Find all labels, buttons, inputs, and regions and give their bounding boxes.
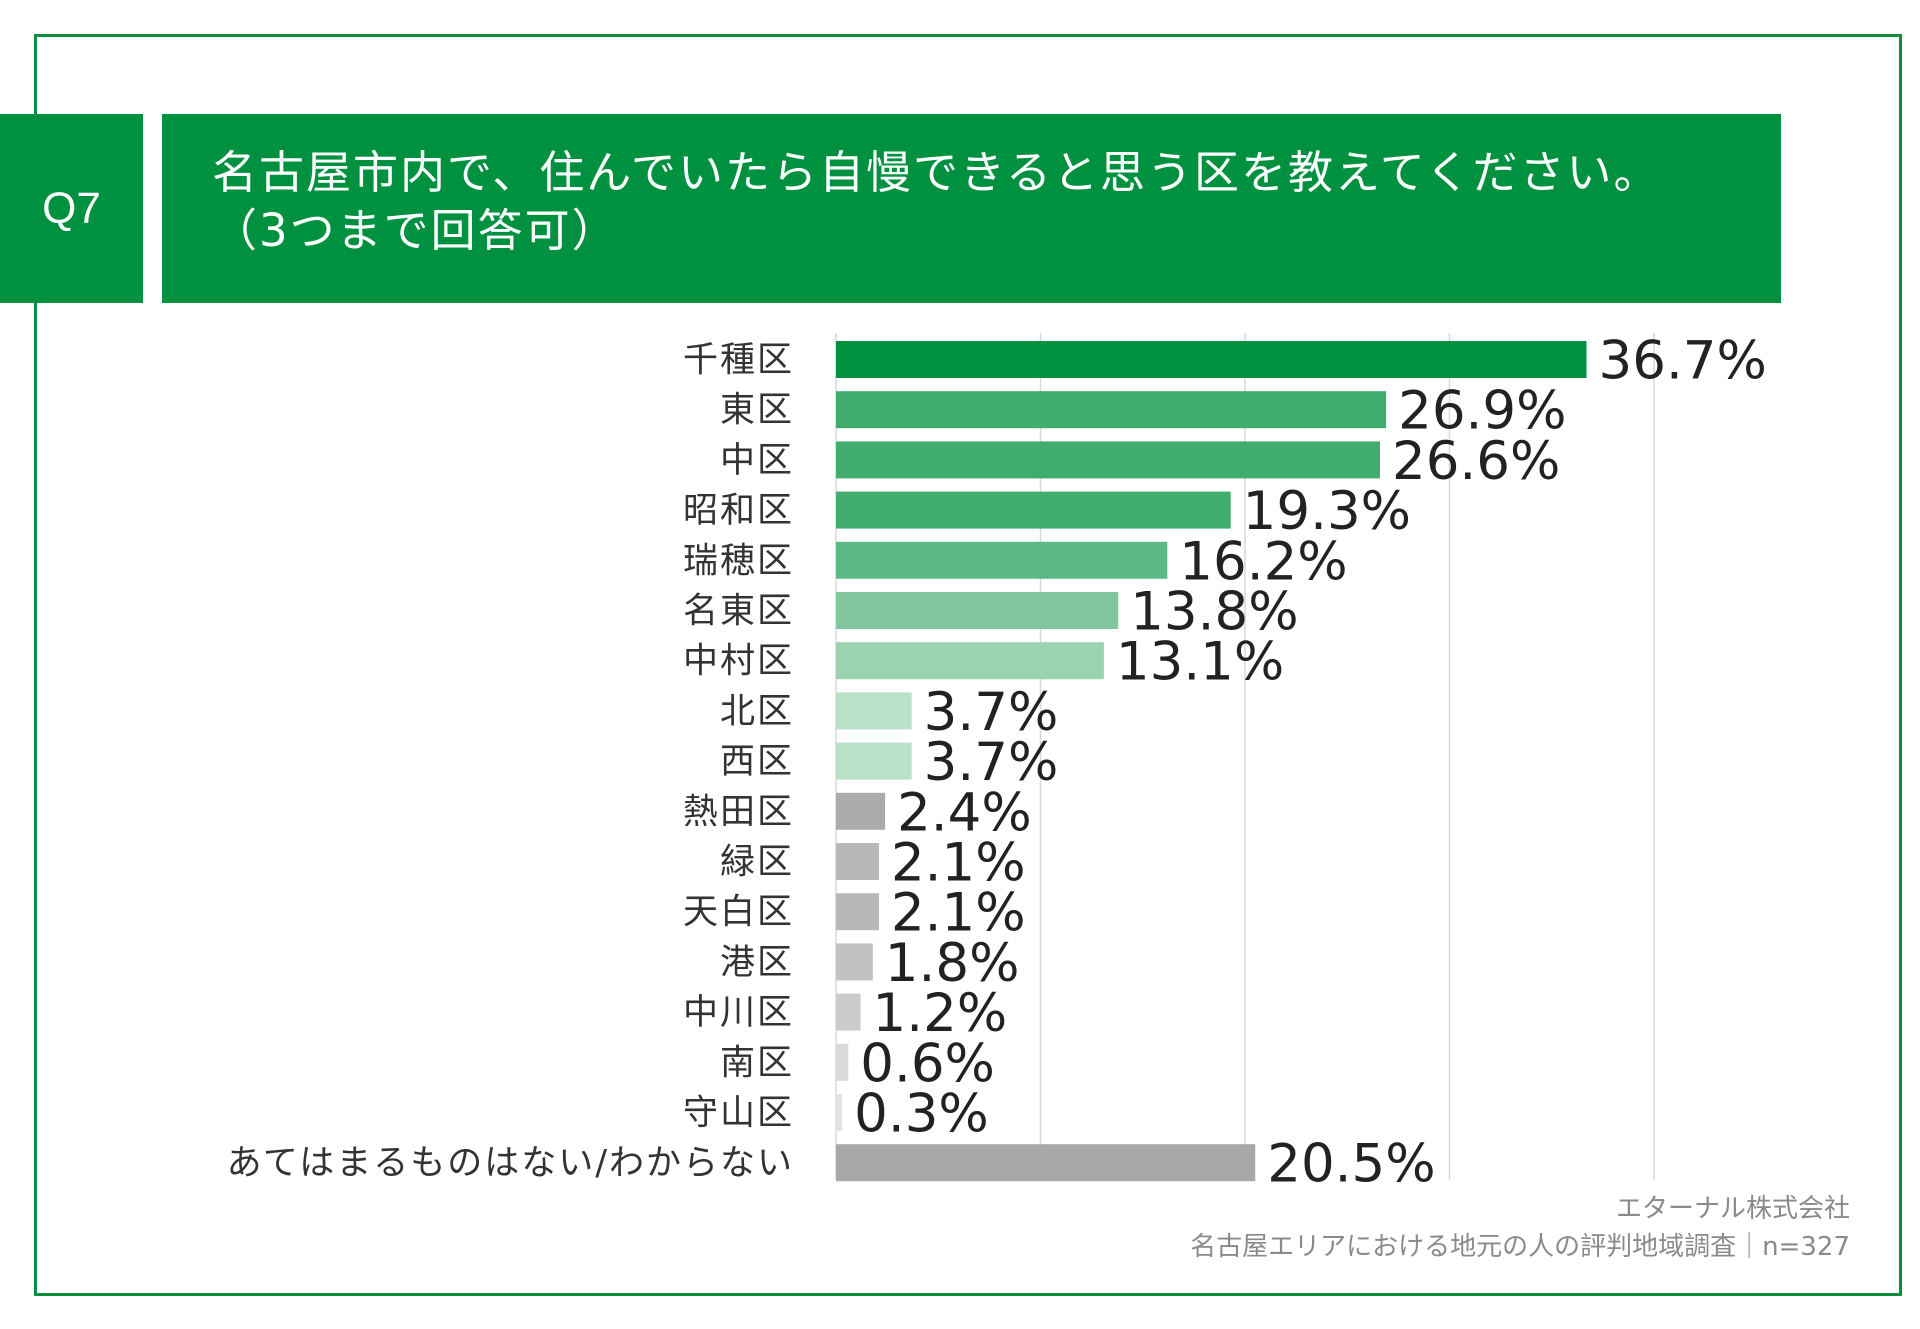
bar — [836, 843, 879, 880]
value-label: 0.3% — [854, 1084, 989, 1145]
category-label: 昭和区 — [683, 491, 794, 531]
bar — [836, 1094, 843, 1131]
footer-company: エターナル株式会社 — [1615, 1194, 1850, 1224]
category-label: 熱田区 — [683, 792, 794, 832]
value-label: 13.8% — [1130, 582, 1298, 643]
value-label: 26.6% — [1392, 431, 1560, 492]
bar — [836, 1043, 849, 1081]
bar — [836, 441, 1380, 479]
category-label: 中川区 — [683, 993, 794, 1033]
value-label: 2.4% — [897, 782, 1032, 843]
category-label: 千種区 — [683, 341, 794, 381]
value-label: 2.1% — [891, 833, 1026, 894]
question-title-line2: （3つまで回答可） — [212, 204, 619, 257]
value-label: 36.7% — [1599, 331, 1767, 392]
outer-frame — [34, 34, 1902, 1296]
category-label: 北区 — [720, 692, 794, 732]
bar — [836, 642, 1104, 680]
value-label: 19.3% — [1243, 481, 1411, 542]
footer-survey: 名古屋エリアにおける地元の人の評判地域調査｜n=327 — [1190, 1232, 1850, 1262]
value-label: 26.9% — [1398, 381, 1566, 442]
bar — [836, 541, 1168, 579]
value-label: 3.7% — [924, 682, 1059, 743]
category-label: 東区 — [720, 391, 794, 431]
category-label: 守山区 — [683, 1094, 794, 1134]
question-number-badge: Q7 — [0, 114, 143, 303]
question-title-box: 名古屋市内で、住んでいたら自慢できると思う区を教えてください。 （3つまで回答可… — [162, 114, 1781, 303]
category-label: 名東区 — [683, 592, 794, 632]
value-label: 13.1% — [1116, 632, 1284, 693]
category-label: 緑区 — [720, 843, 794, 883]
bar — [836, 943, 873, 981]
value-label: 0.6% — [860, 1033, 995, 1094]
category-label: 港区 — [720, 943, 794, 983]
footer: エターナル株式会社 名古屋エリアにおける地元の人の評判地域調査｜n=327 — [1190, 1190, 1850, 1266]
category-label: 瑞穂区 — [683, 541, 794, 581]
category-label: 中区 — [720, 441, 794, 481]
value-label: 2.1% — [891, 883, 1026, 944]
value-label: 16.2% — [1179, 531, 1347, 592]
category-label: 南区 — [720, 1043, 794, 1083]
bar — [836, 742, 912, 780]
category-label: 中村区 — [683, 642, 794, 682]
value-label: 3.7% — [924, 732, 1059, 793]
bar — [836, 391, 1387, 429]
value-label: 20.5% — [1267, 1134, 1435, 1195]
bar — [836, 491, 1231, 529]
bar — [836, 692, 912, 730]
bar — [836, 592, 1119, 629]
value-label: 1.8% — [885, 933, 1020, 994]
category-label: あてはまるものはない/わからない — [227, 1144, 794, 1184]
bar — [836, 993, 861, 1031]
value-label: 1.2% — [873, 983, 1008, 1044]
bar — [836, 792, 886, 830]
category-label: 天白区 — [683, 893, 794, 933]
bar — [836, 893, 879, 931]
question-number: Q7 — [42, 183, 101, 233]
bar — [836, 1144, 1256, 1182]
bar — [836, 341, 1587, 378]
question-title-line1: 名古屋市内で、住んでいたら自慢できると思う区を教えてください。 — [212, 146, 1661, 199]
category-label: 西区 — [720, 742, 794, 782]
